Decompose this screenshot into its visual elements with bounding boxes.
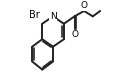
- Text: O: O: [71, 30, 78, 39]
- Text: O: O: [81, 1, 88, 10]
- Text: N: N: [50, 12, 56, 21]
- Text: Br: Br: [29, 10, 40, 20]
